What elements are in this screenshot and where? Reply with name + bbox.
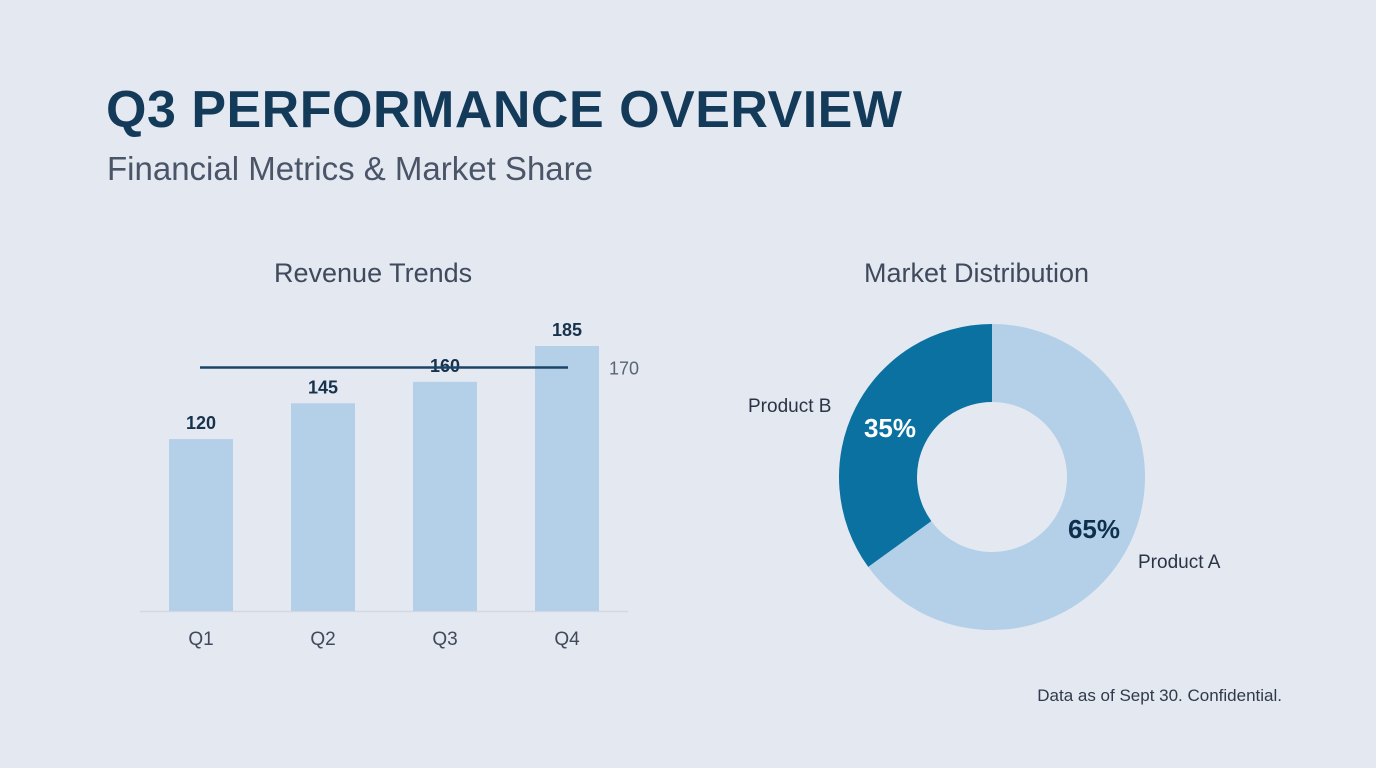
- bar-value-label: 160: [430, 356, 460, 376]
- footer-note: Data as of Sept 30. Confidential.: [1037, 686, 1282, 705]
- legend-label-product-a: Product A: [1138, 552, 1221, 573]
- bar-chart-title: Revenue Trends: [274, 258, 473, 288]
- page-subtitle: Financial Metrics & Market Share: [107, 150, 593, 187]
- reference-line-label: 170: [609, 358, 639, 378]
- bar-value-label: 145: [308, 377, 338, 397]
- bar-q4: [535, 346, 599, 611]
- x-tick-label: Q1: [188, 629, 213, 650]
- slice-percent-product-a: 65%: [1068, 514, 1120, 544]
- legend-label-product-b: Product B: [748, 396, 831, 417]
- slice-percent-product-b: 35%: [864, 413, 916, 443]
- page-title: Q3 PERFORMANCE OVERVIEW: [106, 81, 903, 139]
- donut-chart-title: Market Distribution: [864, 258, 1090, 288]
- bar-q1: [169, 439, 233, 611]
- x-tick-label: Q4: [554, 629, 580, 650]
- x-tick-label: Q2: [310, 629, 335, 650]
- bar-q3: [413, 381, 477, 611]
- donut-slice-product-b: [839, 324, 992, 567]
- donut-slice-product-a: [868, 324, 1145, 631]
- bar-value-label: 120: [186, 413, 216, 433]
- x-tick-label: Q3: [432, 629, 457, 650]
- bar-q2: [291, 403, 355, 611]
- bar-value-label: 185: [552, 320, 582, 340]
